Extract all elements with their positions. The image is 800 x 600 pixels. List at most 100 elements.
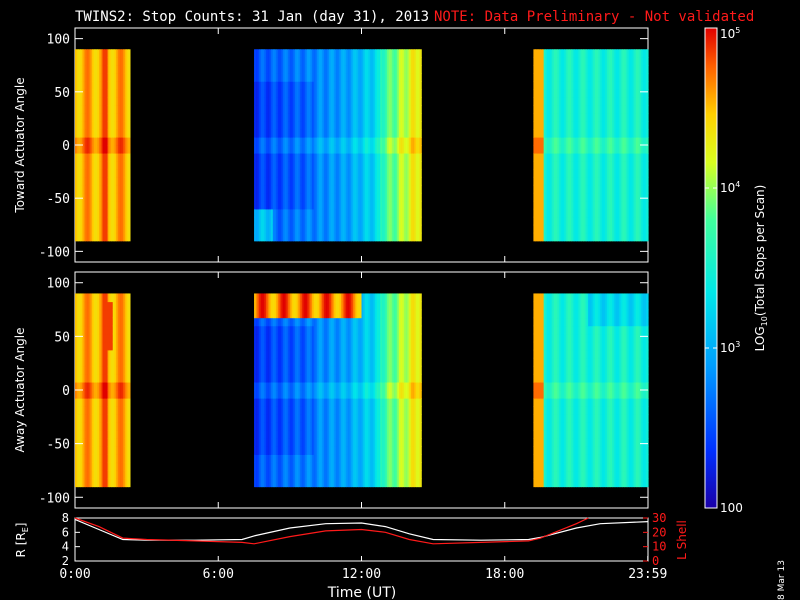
heatmap-cell xyxy=(351,152,354,162)
heatmap-cell xyxy=(327,160,330,170)
heatmap-cell xyxy=(255,224,259,234)
heatmap-cell xyxy=(356,121,359,130)
heatmap-cell xyxy=(322,73,325,82)
heatmap-cell xyxy=(298,105,301,114)
heatmap-cell xyxy=(277,168,281,178)
heatmap-cell xyxy=(332,200,335,210)
heatmap-cell xyxy=(322,184,325,194)
heatmap-cell xyxy=(371,208,375,218)
heatmap-cell xyxy=(284,152,288,162)
heatmap-cell xyxy=(364,97,368,106)
heatmap-cell xyxy=(378,208,381,218)
heatmap-cell xyxy=(105,137,109,146)
heatmap-cell xyxy=(264,65,267,74)
heatmap-cell xyxy=(104,176,107,186)
heatmap-cell xyxy=(341,49,344,58)
heatmap-cell xyxy=(128,113,131,122)
heatmap-cell xyxy=(124,145,128,154)
heatmap-cell xyxy=(334,137,337,146)
heatmap-cell xyxy=(347,73,351,82)
heatmap-cell xyxy=(257,113,260,122)
heatmap-cell xyxy=(349,97,352,106)
heatmap-cell xyxy=(276,224,279,234)
heatmap-cell xyxy=(298,129,301,138)
heatmap-cell xyxy=(266,145,269,154)
heatmap-cell xyxy=(277,113,281,122)
heatmap-cell xyxy=(358,176,361,186)
heatmap-cell xyxy=(327,65,330,74)
heatmap-cell xyxy=(313,200,317,210)
heatmap-cell xyxy=(352,152,356,162)
heatmap-cell xyxy=(116,97,119,106)
heatmap-cell xyxy=(363,137,366,146)
heatmap-cell xyxy=(117,160,121,170)
heatmap-cell xyxy=(361,65,364,74)
heatmap-cell xyxy=(335,129,339,138)
heatmap-cell xyxy=(381,81,385,90)
heatmap-cell xyxy=(346,168,349,178)
heatmap-cell xyxy=(109,105,112,114)
heatmap-cell xyxy=(123,192,126,202)
heatmap-cell xyxy=(354,137,357,146)
heatmap-cell xyxy=(128,184,131,194)
heatmap-cell xyxy=(114,129,117,138)
heatmap-cell xyxy=(272,176,276,186)
heatmap-cell xyxy=(381,121,385,130)
heatmap-cell xyxy=(75,81,78,90)
heatmap-cell xyxy=(317,192,320,202)
heatmap-cell xyxy=(93,168,97,178)
heatmap-cell xyxy=(323,200,327,210)
heatmap-cell xyxy=(75,176,78,186)
heatmap-cell xyxy=(87,97,90,106)
heatmap-cell xyxy=(109,65,112,74)
heatmap-cell xyxy=(257,224,260,234)
heatmap-cell xyxy=(271,129,274,138)
heatmap-cell xyxy=(308,200,311,210)
heatmap-cell xyxy=(286,57,289,66)
heatmap-cell xyxy=(322,97,325,106)
heatmap-cell xyxy=(128,145,131,154)
heatmap-cell xyxy=(87,81,90,90)
heatmap-cell xyxy=(114,192,117,202)
heatmap-cell xyxy=(385,145,388,154)
heatmap-cell xyxy=(255,65,259,74)
heatmap-cell xyxy=(303,160,306,170)
heatmap-cell xyxy=(260,232,264,242)
heatmap-cell xyxy=(116,81,119,90)
heatmap-cell xyxy=(274,65,277,74)
heatmap-cell xyxy=(100,145,104,154)
heatmap-cell xyxy=(260,57,264,66)
heatmap-cell xyxy=(87,224,90,234)
heatmap-cell xyxy=(646,168,649,178)
heatmap-cell xyxy=(99,168,102,178)
heatmap-cell xyxy=(371,145,375,154)
heatmap-cell xyxy=(344,81,347,90)
heatmap-cell xyxy=(288,216,291,226)
heatmap-cell xyxy=(373,200,376,210)
heatmap-cell xyxy=(259,224,262,234)
heatmap-cell xyxy=(92,160,95,170)
heatmap-cell xyxy=(352,121,356,130)
heatmap-cell xyxy=(104,137,107,146)
heatmap-cell xyxy=(117,113,121,122)
heatmap-cell xyxy=(123,224,126,234)
heatmap-cell xyxy=(111,113,114,122)
heatmap-cell xyxy=(296,184,300,194)
heatmap-cell xyxy=(387,224,390,234)
heatmap-cell xyxy=(352,160,356,170)
heatmap-cell xyxy=(254,192,257,202)
heatmap-cell xyxy=(114,160,117,170)
heatmap-cell xyxy=(298,137,301,146)
heatmap-cell xyxy=(121,200,124,210)
heatmap-cell xyxy=(97,200,100,210)
heatmap-cell xyxy=(312,216,315,226)
heatmap-cell xyxy=(109,73,112,82)
heatmap-cell xyxy=(339,224,342,234)
heatmap-cell xyxy=(356,113,359,122)
heatmap-cell xyxy=(341,200,344,210)
heatmap-cell xyxy=(124,152,128,162)
heatmap-cell xyxy=(323,81,327,90)
heatmap-cell xyxy=(266,97,269,106)
heatmap-cell xyxy=(358,184,361,194)
heatmap-cell xyxy=(334,65,337,74)
